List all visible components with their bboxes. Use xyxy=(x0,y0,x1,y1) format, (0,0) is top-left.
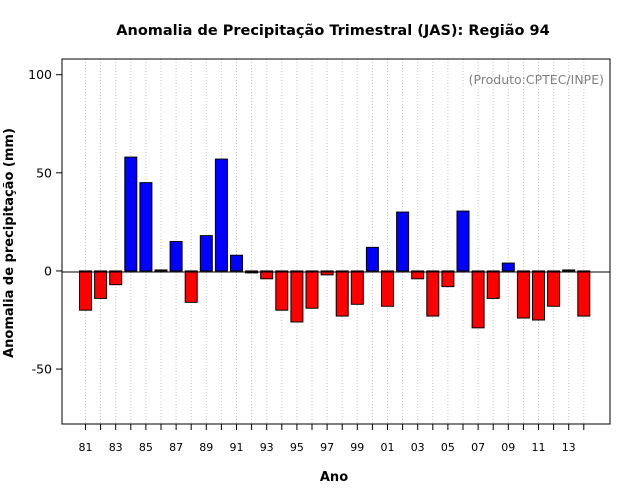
bar-04 xyxy=(426,270,440,317)
bar-88 xyxy=(184,270,198,303)
bar-01 xyxy=(381,270,394,307)
bar-99 xyxy=(350,270,364,305)
bar-11 xyxy=(532,270,545,321)
bar-00 xyxy=(365,246,379,272)
x-tick-label-91: 91 xyxy=(230,441,244,454)
x-tick-label-05: 05 xyxy=(441,441,455,454)
bar-98 xyxy=(335,270,349,317)
bar-03 xyxy=(411,270,425,280)
x-tick-label-11: 11 xyxy=(532,441,546,454)
bar-10 xyxy=(516,270,530,319)
x-tick-label-03: 03 xyxy=(411,441,425,454)
x-tick-label-09: 09 xyxy=(501,441,515,454)
x-tick-label-13: 13 xyxy=(562,441,576,454)
bar-90 xyxy=(214,158,228,272)
bars xyxy=(79,156,591,329)
x-tick-label-89: 89 xyxy=(199,441,213,454)
x-tick-label-99: 99 xyxy=(350,441,364,454)
plot-frame xyxy=(61,58,611,425)
x-axis-label: Ano xyxy=(320,470,348,485)
y-tick-label--50: -50 xyxy=(32,362,52,377)
bar-95 xyxy=(290,270,304,323)
bar-87 xyxy=(169,241,183,272)
y-tick-label-0: 0 xyxy=(44,263,52,278)
chart-title: Anomalia de Precipitação Trimestral (JAS… xyxy=(116,23,549,39)
y-axis: -50 0 50 100 xyxy=(28,67,62,377)
bar-06 xyxy=(456,210,470,272)
y-tick-label-50: 50 xyxy=(36,165,52,180)
x-tick-label-87: 87 xyxy=(169,441,183,454)
bar-13 xyxy=(562,269,576,272)
x-tick-label-01: 01 xyxy=(381,441,395,454)
bar-12 xyxy=(547,270,561,307)
bar-09 xyxy=(501,262,515,272)
x-tick-label-97: 97 xyxy=(320,441,334,454)
bar-89 xyxy=(199,235,213,272)
bar-08 xyxy=(486,270,500,299)
y-tick-label-100: 100 xyxy=(28,67,52,82)
bar-94 xyxy=(275,270,289,311)
y-axis-label: Anomalia de precipitação (mm) xyxy=(2,128,17,358)
bar-96 xyxy=(305,270,319,309)
x-tick-label-85: 85 xyxy=(139,441,153,454)
bar-81 xyxy=(79,270,92,311)
bar-93 xyxy=(260,270,274,280)
bar-84 xyxy=(124,156,138,272)
bar-02 xyxy=(396,211,410,272)
bar-85 xyxy=(139,182,153,272)
grid-lines xyxy=(85,59,585,424)
bar-86 xyxy=(154,269,168,272)
x-tick-label-07: 07 xyxy=(471,441,485,454)
x-tick-label-81: 81 xyxy=(79,441,93,454)
bar-05 xyxy=(441,270,455,288)
x-axis: 81 83 85 87 89 91 93 95 97 99 01 03 05 07 09 11 13 xyxy=(79,424,585,454)
x-tick-label-95: 95 xyxy=(290,441,304,454)
bar-97 xyxy=(320,270,334,276)
bar-14 xyxy=(577,270,591,317)
x-tick-label-93: 93 xyxy=(260,441,274,454)
x-tick-label-83: 83 xyxy=(109,441,123,454)
bar-07 xyxy=(471,270,485,329)
bar-91 xyxy=(230,254,243,272)
bar-83 xyxy=(109,270,123,286)
credit-annotation: (Produto:CPTEC/INPE) xyxy=(469,72,604,87)
bar-82 xyxy=(94,270,108,299)
